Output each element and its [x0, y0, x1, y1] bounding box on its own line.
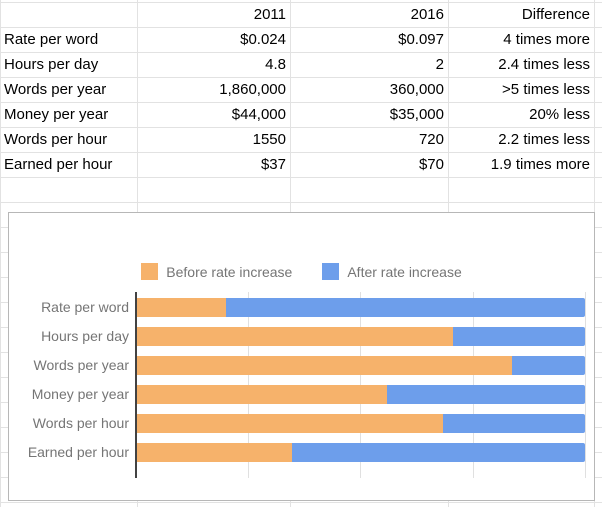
- cell[interactable]: 2: [435, 56, 444, 73]
- table-row: Earned per hour $37 $70 1.9 times more: [0, 152, 594, 177]
- bar-segment-after: [453, 327, 585, 346]
- cell[interactable]: Words per year: [4, 81, 107, 98]
- legend-swatch-icon: [141, 263, 159, 280]
- category-label: Earned per hour: [27, 444, 129, 460]
- bar-row: [137, 356, 585, 375]
- bar-segment-before: [137, 356, 512, 375]
- cell[interactable]: Hours per day: [4, 56, 99, 73]
- cell[interactable]: 4 times more: [503, 31, 590, 48]
- cell[interactable]: $0.097: [398, 31, 444, 48]
- table-header-row: 2011 2016 Difference: [0, 2, 594, 27]
- cell[interactable]: 20% less: [529, 106, 590, 123]
- legend-label: Before rate increase: [166, 263, 293, 280]
- legend-item-before: Before rate increase: [141, 263, 292, 280]
- cell[interactable]: $70: [418, 156, 444, 173]
- cell[interactable]: Words per hour: [4, 131, 108, 148]
- bar-segment-after: [443, 414, 585, 433]
- table-row: Rate per word $0.024 $0.097 4 times more: [0, 27, 594, 52]
- bar-segment-before: [137, 443, 292, 462]
- category-label: Hours per day: [41, 328, 129, 344]
- cell[interactable]: $37: [260, 156, 286, 173]
- bar-row: [137, 443, 585, 462]
- bar-segment-before: [137, 414, 443, 433]
- table-row: Words per hour 1550 720 2.2 times less: [0, 127, 594, 152]
- cell[interactable]: 1550: [252, 131, 286, 148]
- chart-legend: Before rate increase After rate increase: [9, 263, 594, 280]
- legend-label: After rate increase: [347, 263, 462, 280]
- cell[interactable]: 2.2 times less: [498, 131, 590, 148]
- cell[interactable]: Rate per word: [4, 31, 99, 48]
- cell[interactable]: $35,000: [389, 106, 444, 123]
- table-row: Hours per day 4.8 2 2.4 times less: [0, 52, 594, 77]
- cell[interactable]: $0.024: [240, 31, 286, 48]
- bar-segment-after: [226, 298, 585, 317]
- cell[interactable]: Earned per hour: [4, 156, 113, 173]
- cell[interactable]: 360,000: [389, 81, 444, 98]
- legend-swatch-icon: [322, 263, 340, 280]
- bar-segment-before: [137, 298, 226, 317]
- embedded-chart[interactable]: Before rate increase After rate increase …: [8, 212, 595, 501]
- legend-item-after: After rate increase: [322, 263, 462, 280]
- category-label: Rate per word: [41, 299, 129, 315]
- header-cell[interactable]: Difference: [521, 6, 590, 23]
- bar-row: [137, 414, 585, 433]
- category-label: Words per year: [33, 357, 129, 373]
- bar-segment-after: [387, 385, 585, 404]
- data-table: 2011 2016 Difference Rate per word $0.024 $0.…: [0, 2, 594, 177]
- header-cell[interactable]: 2011: [253, 6, 286, 23]
- category-label: Money per year: [31, 386, 129, 402]
- bar-segment-before: [137, 327, 453, 346]
- table-row: Words per year 1,860,000 360,000 >5 times l…: [0, 77, 594, 102]
- cell[interactable]: >5 times less: [502, 81, 590, 98]
- header-cell[interactable]: 2016: [410, 6, 444, 23]
- plot-area: Rate per word Hours per day Words per year…: [9, 213, 594, 500]
- cell[interactable]: $44,000: [231, 106, 286, 123]
- cell[interactable]: Money per year: [4, 106, 109, 123]
- y-axis-line: [135, 292, 137, 478]
- cell[interactable]: 720: [418, 131, 444, 148]
- chart-gridline: [585, 292, 586, 478]
- bar-row: [137, 298, 585, 317]
- category-label: Words per hour: [32, 415, 129, 431]
- table-row: Money per year $44,000 $35,000 20% less: [0, 102, 594, 127]
- bar-row: [137, 385, 585, 404]
- cell[interactable]: 2.4 times less: [498, 56, 590, 73]
- cell[interactable]: 4.8: [265, 56, 286, 73]
- cell[interactable]: 1.9 times more: [490, 156, 590, 173]
- bar-segment-after: [512, 356, 585, 375]
- bar-segment-before: [137, 385, 387, 404]
- cell[interactable]: 1,860,000: [219, 81, 286, 98]
- bar-row: [137, 327, 585, 346]
- grid-column-line: [0, 0, 1, 507]
- bar-segment-after: [292, 443, 585, 462]
